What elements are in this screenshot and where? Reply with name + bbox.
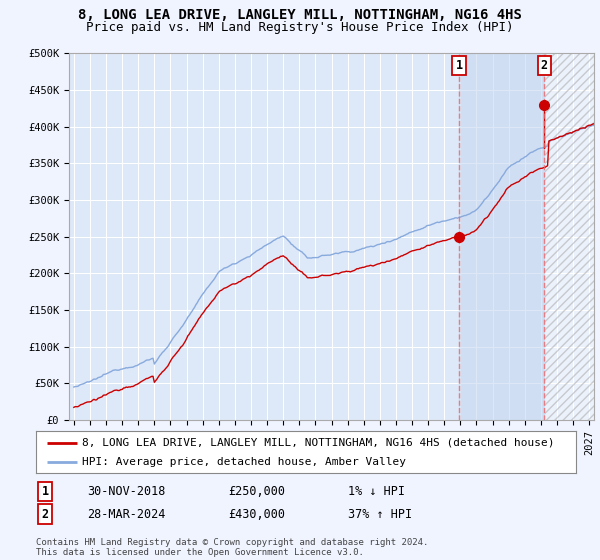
Text: 1: 1 <box>41 485 49 498</box>
Text: £430,000: £430,000 <box>228 507 285 521</box>
Text: 1: 1 <box>455 59 463 72</box>
Text: 37% ↑ HPI: 37% ↑ HPI <box>348 507 412 521</box>
Text: 2: 2 <box>541 59 548 72</box>
Text: 28-MAR-2024: 28-MAR-2024 <box>87 507 166 521</box>
Text: 2: 2 <box>41 507 49 521</box>
Bar <box>545 53 597 420</box>
Text: HPI: Average price, detached house, Amber Valley: HPI: Average price, detached house, Ambe… <box>82 458 406 467</box>
Text: 1% ↓ HPI: 1% ↓ HPI <box>348 485 405 498</box>
Text: 8, LONG LEA DRIVE, LANGLEY MILL, NOTTINGHAM, NG16 4HS (detached house): 8, LONG LEA DRIVE, LANGLEY MILL, NOTTING… <box>82 438 554 448</box>
Bar <box>459 53 544 420</box>
Text: 8, LONG LEA DRIVE, LANGLEY MILL, NOTTINGHAM, NG16 4HS: 8, LONG LEA DRIVE, LANGLEY MILL, NOTTING… <box>78 8 522 22</box>
Text: Contains HM Land Registry data © Crown copyright and database right 2024.
This d: Contains HM Land Registry data © Crown c… <box>36 538 428 557</box>
Text: £250,000: £250,000 <box>228 485 285 498</box>
Text: 30-NOV-2018: 30-NOV-2018 <box>87 485 166 498</box>
Text: Price paid vs. HM Land Registry's House Price Index (HPI): Price paid vs. HM Land Registry's House … <box>86 21 514 34</box>
